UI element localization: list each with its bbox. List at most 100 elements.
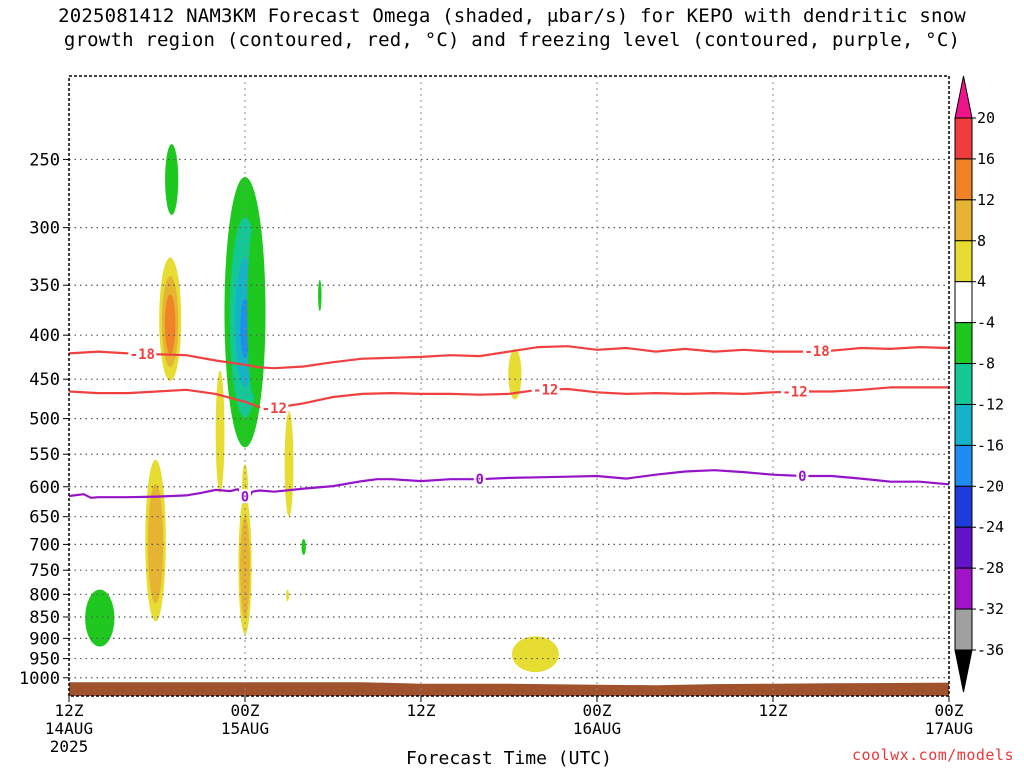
omega-area-6-0 <box>284 411 294 517</box>
chart-title-line-1: 2025081412 NAM3KM Forecast Omega (shaded… <box>58 5 966 27</box>
colorbar-tick-label: -24 <box>977 518 1004 536</box>
plot-frame <box>68 75 950 697</box>
y-tick-label: 300 <box>29 219 60 239</box>
colorbar-bin <box>954 526 973 569</box>
colorbar-bin <box>954 444 973 487</box>
colorbar-bin <box>954 567 973 610</box>
contour-label: -18 <box>804 344 829 360</box>
x-axis-label: Forecast Time (UTC) <box>406 748 612 768</box>
omega-area-13-0 <box>508 348 522 400</box>
grid-lines <box>69 76 949 696</box>
contour-label: -12 <box>782 385 807 401</box>
x-tick-label: 12Z <box>407 701 436 720</box>
colorbar-top-arrow <box>954 75 973 119</box>
contour-label-bg <box>796 469 809 484</box>
colorbar: 20 16 12 8 4 -4 -8 -12 -16 -20 -24 -28 -32 -36 <box>954 75 1004 693</box>
y-tick-label: 950 <box>29 650 60 670</box>
contour-label: -18 <box>130 347 155 363</box>
omega-area-0-0 <box>165 144 179 215</box>
colorbar-tick-label: 8 <box>977 232 986 250</box>
contour-line-0 <box>69 345 949 370</box>
colorbar-tick-label: -28 <box>977 559 1004 577</box>
surface-fill <box>69 682 949 696</box>
x-tick-label: 12Z <box>759 701 788 720</box>
colorbar-bin <box>954 117 973 160</box>
y-tick-label: 1000 <box>19 669 60 689</box>
x-tick-date-label: 16AUG <box>573 719 621 738</box>
omega-area-12-0 <box>85 589 115 647</box>
x-tick-label: 00Z <box>935 701 964 720</box>
colorbar-bin <box>954 363 973 405</box>
colorbar-tick-label: -16 <box>977 436 1004 454</box>
colorbar-tick-label: -8 <box>977 355 995 373</box>
y-tick-label: 350 <box>29 276 60 296</box>
colorbar-tick-label: -4 <box>977 314 995 332</box>
x-tick-date-label: 14AUG <box>45 719 93 738</box>
colorbar-bin <box>954 322 973 365</box>
colorbar-tick-label: 16 <box>977 150 995 168</box>
y-tick-label: 800 <box>29 585 60 605</box>
contour-line-2 <box>69 469 949 501</box>
colorbar-tick-label: -36 <box>977 641 1004 659</box>
y-tick-label: 400 <box>29 326 60 346</box>
y-tick-label: 450 <box>29 370 60 390</box>
omega-area-4-0 <box>215 370 225 493</box>
y-tick-label: 550 <box>29 445 60 465</box>
colorbar-tick-label: 20 <box>977 109 995 127</box>
colorbar-bin <box>954 485 973 528</box>
contour-label-bg <box>239 489 251 504</box>
colorbar-bin <box>954 608 973 651</box>
credit-text: coolwx.com/models <box>851 746 1014 764</box>
contour-label-bg <box>473 472 486 487</box>
chart-title-line-2: growth region (contoured, red, °C) and f… <box>63 29 961 51</box>
colorbar-bin <box>954 403 973 446</box>
colorbar-bin <box>954 281 973 324</box>
colorbar-tick-label: 12 <box>977 191 995 209</box>
omega-area-1-2 <box>164 294 176 354</box>
contour-label-bg <box>128 346 157 361</box>
omega-area-14-0 <box>511 636 559 673</box>
omega-shading <box>85 144 559 673</box>
omega-area-3-0 <box>247 227 261 396</box>
contour-lines: -18 -18 -12 -12 -12 0 0 0 <box>69 344 949 505</box>
contour-label: -12 <box>533 383 558 399</box>
chart-title: 2025081412 NAM3KM Forecast Omega (shaded… <box>0 4 1024 52</box>
x-tick-date-label: 17AUG <box>925 719 973 738</box>
colorbar-tick-label: 4 <box>977 273 986 291</box>
y-axis: 2503003504004505005506006507007508008509… <box>19 150 69 689</box>
colorbar-bottom-arrow <box>954 649 973 693</box>
x-tick-label: 00Z <box>583 701 612 720</box>
y-tick-label: 700 <box>29 535 60 555</box>
contour-label-bg <box>531 382 560 397</box>
colorbar-bin <box>954 158 973 201</box>
contour-label: -12 <box>262 401 287 417</box>
y-tick-label: 900 <box>29 629 60 649</box>
omega-area-9-1 <box>240 516 250 619</box>
y-tick-label: 500 <box>29 410 60 430</box>
contour-label: 0 <box>798 469 806 485</box>
contour-label-bg <box>260 400 289 415</box>
x-tick-label: 00Z <box>231 701 260 720</box>
x-tick-label: 12Z <box>55 701 84 720</box>
y-tick-label: 850 <box>29 608 60 628</box>
contour-label-bg <box>803 344 831 359</box>
omega-area-10-0 <box>301 539 306 555</box>
y-tick-label: 750 <box>29 561 60 581</box>
contour-line-1 <box>69 386 949 410</box>
contour-label: 0 <box>475 472 483 488</box>
colorbar-bin <box>954 240 973 283</box>
y-tick-label: 250 <box>29 150 60 170</box>
y-tick-label: 600 <box>29 478 60 498</box>
omega-area-7-0 <box>318 279 322 312</box>
x-tick-date-label: 15AUG <box>221 719 269 738</box>
colorbar-tick-label: -20 <box>977 477 1004 495</box>
contour-label: 0 <box>241 489 249 505</box>
contour-label-bg <box>781 384 809 399</box>
x-tick-year-label: 2025 <box>50 737 89 756</box>
y-tick-label: 650 <box>29 508 60 528</box>
omega-area-8-1 <box>147 483 164 604</box>
colorbar-tick-label: -32 <box>977 600 1004 618</box>
omega-area-11-0 <box>286 589 290 602</box>
